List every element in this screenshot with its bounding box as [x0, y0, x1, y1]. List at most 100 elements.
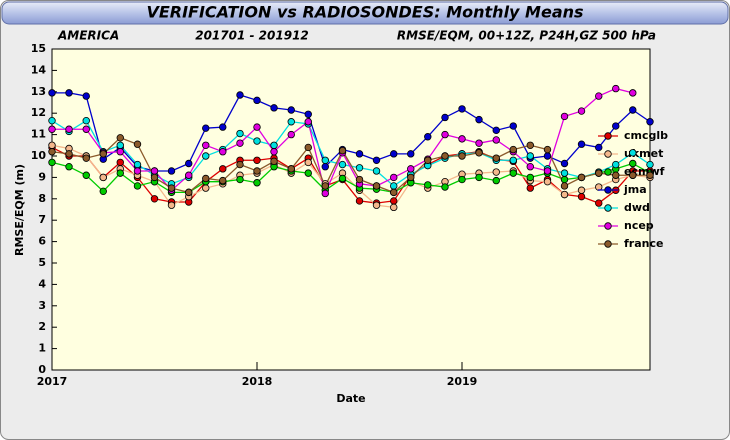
data-point [82, 171, 90, 179]
data-point [560, 169, 569, 177]
data-point [253, 167, 261, 175]
data-point [48, 141, 56, 149]
y-tick-label: 6 [38, 235, 46, 248]
data-point [150, 167, 159, 175]
data-point [612, 160, 620, 169]
data-point [185, 171, 193, 179]
data-point [560, 182, 569, 190]
data-point [116, 148, 124, 156]
data-point [355, 175, 364, 184]
data-point [390, 197, 398, 205]
data-point [526, 162, 534, 171]
data-point [646, 171, 654, 179]
data-point [219, 123, 227, 131]
data-point [424, 156, 432, 164]
data-point [65, 125, 73, 133]
y-tick-label: 0 [38, 363, 46, 376]
data-point [577, 140, 586, 148]
data-point [543, 152, 552, 160]
x-tick-label: 2017 [37, 375, 68, 388]
data-point [560, 190, 569, 199]
legend-label: france [624, 237, 663, 250]
data-point [48, 89, 56, 97]
y-tick-label: 2 [38, 320, 46, 333]
data-point [270, 148, 278, 156]
data-point [475, 115, 483, 124]
data-point [219, 176, 227, 185]
data-point [390, 182, 398, 190]
data-point [646, 118, 654, 126]
data-point [441, 183, 449, 191]
data-point [629, 171, 637, 179]
data-point [287, 118, 295, 126]
data-point [99, 173, 107, 182]
data-point [458, 175, 466, 184]
data-point [595, 169, 603, 177]
data-point [321, 156, 329, 164]
data-point [202, 184, 210, 192]
data-point [509, 156, 517, 164]
data-point [202, 141, 210, 149]
annotation: AMERICA [57, 29, 119, 43]
data-point [475, 139, 483, 147]
y-tick-label: 9 [38, 170, 46, 183]
data-point [577, 192, 586, 201]
data-point [595, 143, 603, 152]
data-point [338, 160, 347, 169]
data-point [475, 149, 483, 157]
data-point [407, 173, 415, 182]
data-point [236, 129, 244, 138]
data-point [48, 148, 56, 156]
data-point [287, 165, 295, 173]
plot-area [51, 48, 651, 371]
data-point [253, 123, 261, 131]
data-point [219, 148, 227, 156]
data-point [509, 169, 517, 177]
y-axis-label: RMSE/EQM (m) [13, 164, 26, 256]
data-point [526, 141, 534, 149]
data-point [372, 201, 381, 209]
data-point [116, 134, 124, 142]
data-point [236, 139, 244, 147]
data-point [543, 177, 552, 186]
title-bar [1, 1, 729, 25]
data-point [458, 152, 466, 160]
data-point [612, 84, 620, 93]
data-point [612, 171, 620, 179]
y-tick-label: 12 [31, 106, 46, 119]
data-point [270, 141, 278, 149]
legend-label: dwd [624, 201, 650, 214]
legend-marker [604, 186, 612, 194]
data-point [133, 140, 142, 148]
legend-marker [604, 168, 612, 176]
data-point [321, 182, 329, 190]
data-point [595, 199, 603, 207]
data-point [629, 106, 637, 114]
y-tick-label: 14 [31, 63, 47, 76]
data-point [560, 175, 569, 184]
data-point [407, 150, 415, 158]
data-point [253, 156, 261, 164]
data-point [560, 159, 569, 168]
data-point [560, 112, 569, 121]
data-point [492, 126, 500, 135]
data-point [270, 104, 278, 112]
data-point [543, 145, 552, 154]
data-point [526, 184, 534, 192]
x-tick-label: 2018 [242, 375, 273, 388]
data-point [167, 167, 176, 175]
data-point [48, 116, 56, 125]
data-point [116, 141, 124, 149]
legend-marker [604, 132, 612, 140]
data-point [270, 157, 278, 166]
y-tick-label: 4 [38, 277, 46, 290]
data-point [424, 181, 432, 189]
x-axis-label: Date [336, 392, 365, 405]
data-point [236, 160, 244, 169]
data-point [390, 173, 398, 182]
y-tick-label: 1 [38, 342, 46, 355]
y-tick-label: 10 [31, 149, 47, 162]
data-point [133, 167, 142, 175]
data-point [355, 150, 364, 158]
data-point [595, 92, 603, 100]
